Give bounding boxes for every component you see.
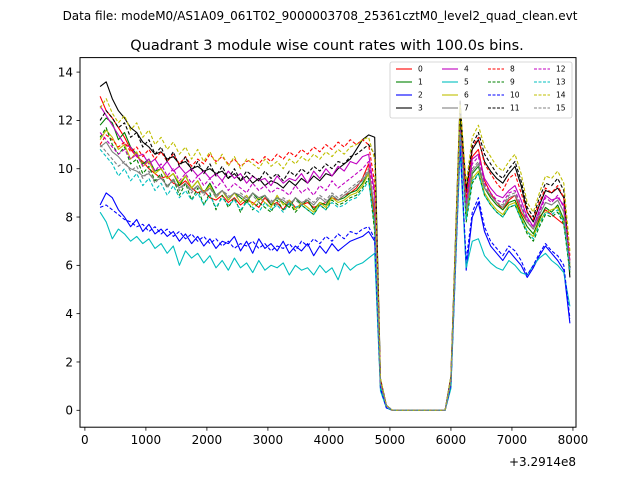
- y-tick-label: 6: [65, 259, 73, 273]
- x-tick-label: 2000: [192, 433, 223, 447]
- series-line-0: [99, 96, 571, 411]
- legend-label-10: 10: [510, 91, 520, 100]
- y-tick-label: 14: [58, 65, 73, 79]
- legend-label-11: 11: [510, 104, 520, 113]
- y-tick-label: 8: [65, 210, 73, 224]
- x-axis: 0 1000 2000 3000 4000 5000 6000 7000 8000: [81, 427, 588, 447]
- legend-frame: [389, 61, 573, 119]
- legend-label-8: 8: [510, 65, 515, 74]
- x-tick-label: 0: [81, 433, 89, 447]
- legend-label-12: 12: [556, 65, 566, 74]
- series-line-12: [99, 129, 571, 411]
- series-line-5: [99, 148, 571, 411]
- series-line-9: [99, 119, 571, 411]
- legend-label-14: 14: [556, 91, 566, 100]
- legend-label-4: 4: [464, 65, 469, 74]
- x-offset-label: +3.2914e8: [509, 455, 576, 469]
- x-tick-label: 6000: [436, 433, 467, 447]
- plot-lines: [99, 81, 571, 411]
- legend-label-7: 7: [464, 104, 469, 113]
- legend-label-3: 3: [418, 104, 423, 113]
- series-line-13: [99, 134, 571, 411]
- legend-label-2: 2: [418, 91, 423, 100]
- y-tick-label: 12: [58, 114, 73, 128]
- series-line-11: [99, 110, 571, 411]
- y-tick-label: 4: [65, 307, 73, 321]
- series-line-2: [99, 139, 571, 411]
- y-tick-label: 10: [58, 162, 73, 176]
- series-line-14: [99, 98, 571, 411]
- y-tick-label: 2: [65, 355, 73, 369]
- x-tick-label: 1000: [131, 433, 162, 447]
- legend-label-0: 0: [418, 65, 423, 74]
- chart-suptitle: Data file: modeM0/AS1A09_061T02_90000037…: [63, 9, 578, 23]
- y-tick-label: 0: [65, 404, 73, 418]
- legend-label-13: 13: [556, 78, 566, 87]
- series-line-4: [99, 105, 571, 411]
- series-line-10: [99, 144, 571, 411]
- x-tick-label: 5000: [375, 433, 406, 447]
- series-line-1: [99, 110, 571, 411]
- legend-label-15: 15: [556, 104, 566, 113]
- x-tick-label: 7000: [497, 433, 528, 447]
- x-tick-label: 3000: [253, 433, 284, 447]
- series-line-3: [99, 81, 571, 411]
- series-line-7: [99, 124, 571, 411]
- legend-label-1: 1: [418, 78, 423, 87]
- series-line-8: [99, 115, 571, 411]
- series-line-15: [99, 131, 571, 411]
- x-tick-label: 4000: [314, 433, 345, 447]
- y-axis: 0 2 4 6 8 10 12 14: [58, 65, 80, 418]
- legend-label-6: 6: [464, 91, 469, 100]
- x-tick-label: 8000: [558, 433, 589, 447]
- plot-frame: [79, 57, 577, 428]
- chart-title: Quadrant 3 module wise count rates with …: [130, 38, 524, 54]
- legend-label-5: 5: [464, 78, 469, 87]
- legend-label-9: 9: [510, 78, 515, 87]
- series-line-6: [99, 105, 571, 411]
